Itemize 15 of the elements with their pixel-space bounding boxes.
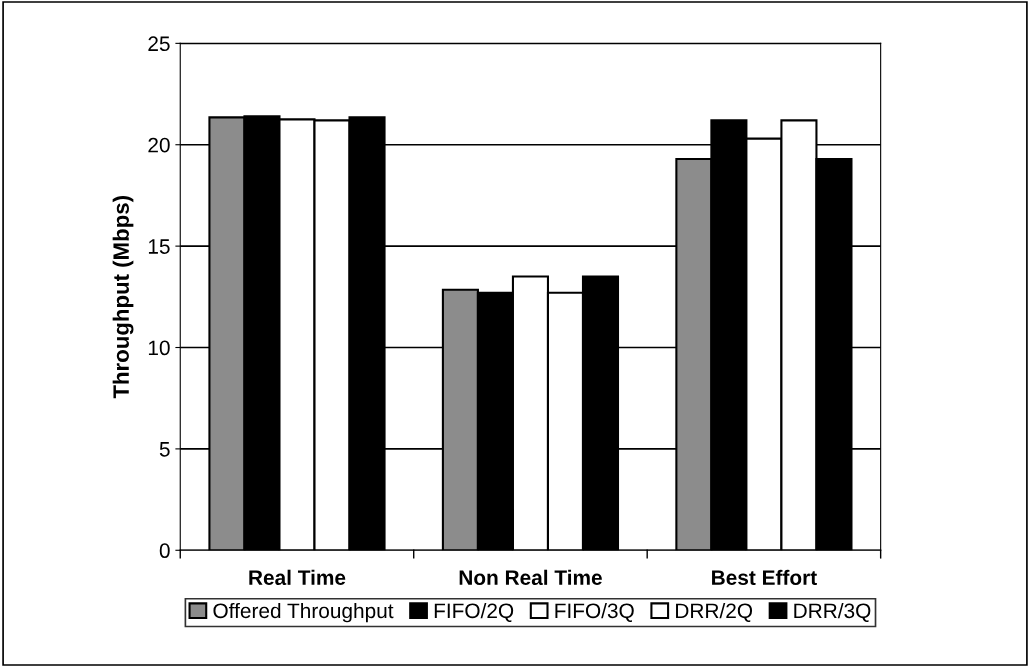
legend-label: FIFO/2Q bbox=[434, 602, 514, 622]
y-tick-label: 20 bbox=[148, 137, 170, 153]
y-axis-title: Throughput (Mbps) bbox=[112, 196, 134, 399]
legend-label: Offered Throughput bbox=[213, 602, 394, 623]
y-tick-label: 0 bbox=[159, 543, 170, 559]
x-tick-label: Non Real Time bbox=[459, 569, 602, 586]
x-tick-label: Best Effort bbox=[712, 569, 817, 586]
x-tick-label: Real Time bbox=[249, 569, 346, 586]
y-tick-label: 5 bbox=[159, 442, 170, 457]
legend-label: DRR/3Q bbox=[794, 602, 871, 622]
y-tick-label: 25 bbox=[148, 36, 170, 52]
legend-label: FIFO/3Q bbox=[555, 602, 634, 622]
y-tick-label: 15 bbox=[148, 239, 170, 254]
legend-label: DRR/2Q bbox=[676, 602, 753, 622]
y-tick-label: 10 bbox=[148, 340, 170, 356]
